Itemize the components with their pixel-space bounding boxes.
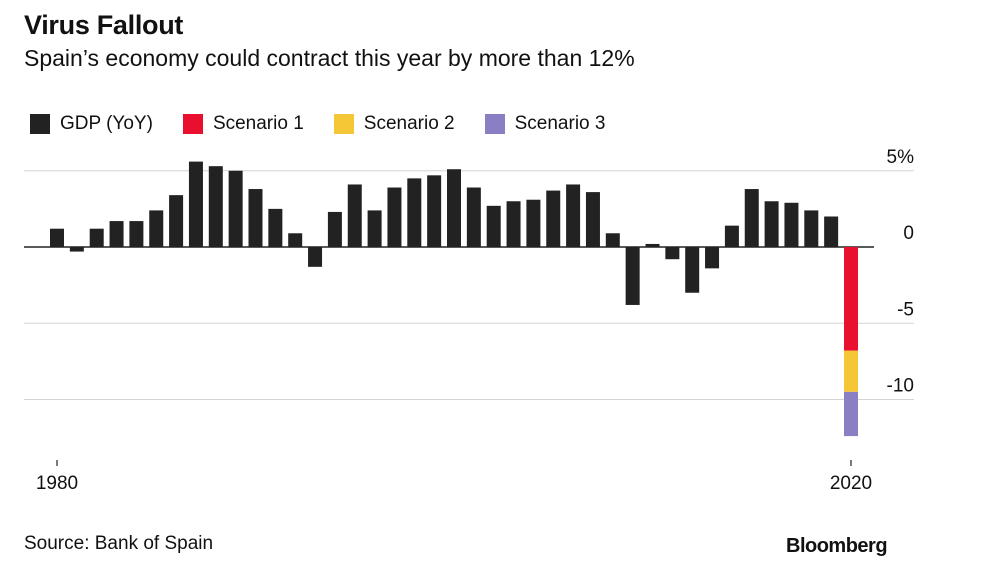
gdp-bar xyxy=(427,175,442,247)
gdp-bar xyxy=(506,201,521,247)
gdp-bar xyxy=(367,210,382,247)
gdp-bar xyxy=(208,166,223,247)
gdp-bar xyxy=(387,187,402,247)
gdp-bar xyxy=(288,233,303,247)
gdp-bar xyxy=(605,233,620,247)
y-tick-label: -5 xyxy=(897,299,914,320)
gdp-bar xyxy=(407,178,422,247)
gdp-bar xyxy=(705,247,720,269)
scenario-2-bar xyxy=(844,350,858,392)
scenario-3-bar xyxy=(844,391,858,437)
gdp-bar xyxy=(169,195,184,247)
gdp-bar xyxy=(268,208,283,247)
gdp-bar xyxy=(447,169,461,247)
y-tick-label: -10 xyxy=(887,376,914,397)
gdp-bar xyxy=(149,210,164,247)
gdp-bar xyxy=(724,225,739,247)
gdp-bar xyxy=(129,221,144,247)
legend-swatch-scenario-3 xyxy=(484,114,505,134)
chart-subtitle: Spain’s economy could contract this year… xyxy=(24,45,635,71)
legend-label-scenario-1: Scenario 1 xyxy=(212,113,304,134)
scenario-1-bar xyxy=(844,247,858,351)
gdp-bar xyxy=(566,184,581,247)
x-tick-label: 2020 xyxy=(830,473,872,494)
legend-label-scenario-2: Scenario 2 xyxy=(363,113,455,134)
legend-item-scenario-2: Scenario 2 xyxy=(333,113,455,135)
gdp-bar xyxy=(486,205,501,247)
gdp-bar xyxy=(804,210,819,247)
gdp-bar xyxy=(526,199,541,247)
chart-title: Virus Fallout xyxy=(24,10,184,40)
gdp-bar xyxy=(744,189,759,247)
legend-swatch-scenario-2 xyxy=(333,114,354,134)
legend: GDP (YoY) Scenario 1 Scenario 2 Scenario… xyxy=(30,113,635,135)
gdp-bar xyxy=(308,247,323,267)
gdp-bar xyxy=(764,201,779,247)
bloomberg-logo: Bloomberg xyxy=(786,535,888,557)
legend-item-scenario-1: Scenario 1 xyxy=(182,113,304,135)
gdp-bar xyxy=(625,247,640,305)
gdp-bar xyxy=(824,216,839,247)
legend-item-scenario-3: Scenario 3 xyxy=(484,113,606,135)
gdp-bar xyxy=(645,243,660,247)
gdp-bar xyxy=(248,189,263,247)
gdp-bar xyxy=(347,184,362,247)
gdp-bar xyxy=(50,228,64,247)
y-tick-label: 0 xyxy=(903,223,914,244)
gdp-bar xyxy=(685,247,700,293)
legend-label-gdp: GDP (YoY) xyxy=(60,113,153,134)
y-tick-label: 5% xyxy=(887,147,915,168)
gdp-bar xyxy=(546,190,561,247)
x-tick-label: 1980 xyxy=(36,473,78,494)
gdp-bar xyxy=(69,247,84,252)
legend-item-gdp: GDP (YoY) xyxy=(30,113,153,135)
gdp-bar xyxy=(665,247,680,260)
legend-swatch-gdp xyxy=(30,114,50,134)
gdp-bar xyxy=(327,211,342,247)
legend-label-scenario-3: Scenario 3 xyxy=(514,113,606,134)
gdp-bar xyxy=(228,170,243,247)
source-note: Source: Bank of Spain xyxy=(24,533,214,554)
gdp-bar xyxy=(188,161,203,247)
legend-swatch-scenario-1 xyxy=(182,114,203,134)
gdp-bar xyxy=(109,221,124,247)
gdp-bar xyxy=(585,192,600,247)
gdp-bar xyxy=(466,187,481,247)
gdp-bar xyxy=(784,202,799,247)
gdp-bar xyxy=(89,228,104,247)
